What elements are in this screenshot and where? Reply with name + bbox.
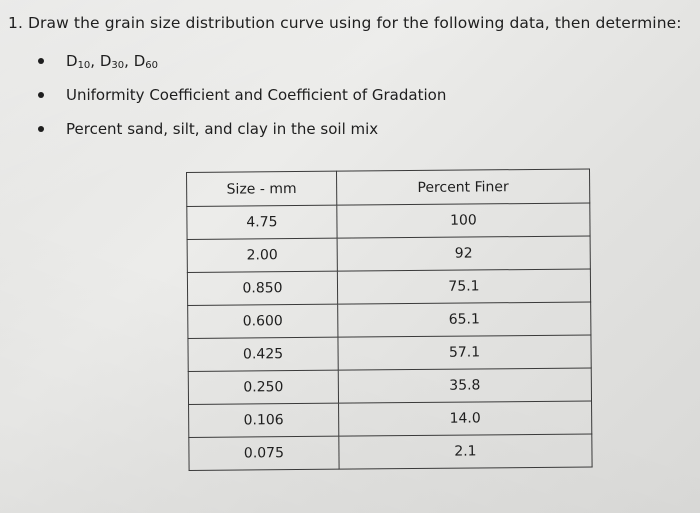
size-cell: 0.250 <box>188 370 339 405</box>
percent-finer-cell: 35.8 <box>338 367 592 404</box>
question-text: 1. Draw the grain size distribution curv… <box>8 14 682 32</box>
d-separator-2: , <box>124 52 134 70</box>
d-values-text: D10, D30, D60 <box>66 52 158 71</box>
size-cell: 0.850 <box>187 271 338 306</box>
table-row: 0.425 57.1 <box>187 334 592 372</box>
percent-finer-cell: 92 <box>337 235 591 272</box>
table-row: 0.850 75.1 <box>187 268 591 306</box>
table-row: 4.75 100 <box>186 202 591 240</box>
percent-finer-cell: 65.1 <box>337 301 591 338</box>
percent-finer-cell: 75.1 <box>337 268 591 305</box>
bullet-dot-icon <box>38 92 44 98</box>
bullet-list: D10, D30, D60 Uniformity Coefficient and… <box>38 50 446 152</box>
d10-base: D <box>66 52 78 70</box>
percentages-text: Percent sand, silt, and clay in the soil… <box>66 120 379 138</box>
size-cell: 0.106 <box>188 403 339 438</box>
percent-finer-cell: 100 <box>336 202 591 239</box>
percent-finer-cell: 2.1 <box>338 433 593 470</box>
table-row: 0.075 2.1 <box>188 433 593 471</box>
header-percent-finer: Percent Finer <box>336 168 590 206</box>
bullet-item-coefficients: Uniformity Coefficient and Coefficient o… <box>38 84 446 118</box>
d30-base: D <box>99 52 112 70</box>
size-cell: 0.425 <box>187 337 339 372</box>
size-cell: 0.600 <box>187 304 338 339</box>
grain-size-table: Size - mm Percent Finer 4.75 100 2.00 92… <box>186 168 593 471</box>
bullet-item-percentages: Percent sand, silt, and clay in the soil… <box>38 118 446 152</box>
size-cell: 2.00 <box>187 238 338 273</box>
table-row: 0.250 35.8 <box>188 367 592 405</box>
size-cell: 0.075 <box>188 436 340 471</box>
d10-subscript: 10 <box>77 60 91 71</box>
d60-base: D <box>133 52 146 70</box>
d-separator-1: , <box>90 52 100 70</box>
d30-subscript: 30 <box>111 60 125 71</box>
percent-finer-cell: 14.0 <box>338 400 592 437</box>
header-size-mm: Size - mm <box>186 171 337 207</box>
coefficients-text: Uniformity Coefficient and Coefficient o… <box>66 86 447 104</box>
size-cell: 4.75 <box>186 205 338 240</box>
d60-subscript: 60 <box>145 60 158 71</box>
bullet-dot-icon <box>38 58 44 64</box>
bullet-dot-icon <box>38 126 44 132</box>
percent-finer-cell: 57.1 <box>337 334 592 371</box>
table-row: 2.00 92 <box>187 235 591 273</box>
table-row: 0.106 14.0 <box>188 400 592 438</box>
table-header-row: Size - mm Percent Finer <box>186 168 590 207</box>
table-row: 0.600 65.1 <box>187 301 591 339</box>
bullet-item-d-values: D10, D30, D60 <box>38 50 446 84</box>
